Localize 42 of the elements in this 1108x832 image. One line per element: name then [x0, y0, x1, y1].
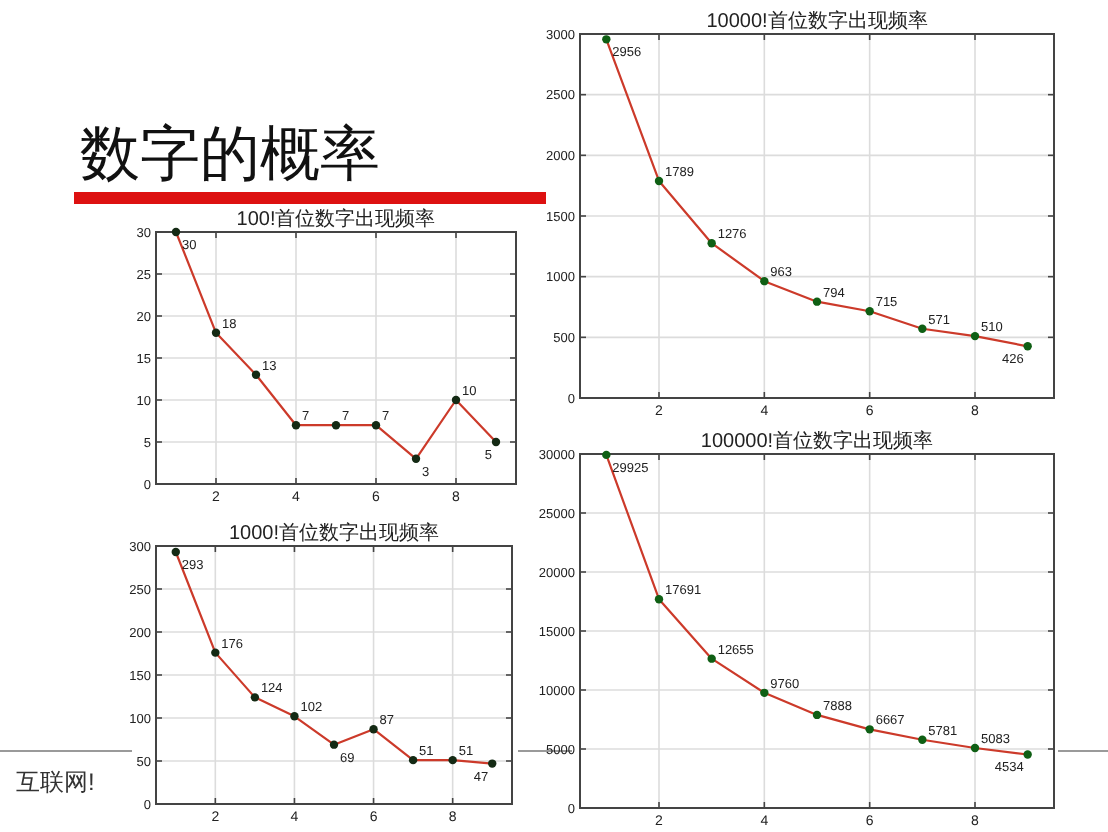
point: [408, 755, 418, 765]
point: [865, 725, 874, 734]
point: [290, 712, 299, 721]
point: [707, 238, 716, 248]
point: [451, 395, 461, 405]
point: [491, 437, 501, 447]
point: [654, 595, 664, 604]
point: [411, 454, 421, 463]
point: [250, 693, 260, 702]
chart-title: 10000!首位数字出现频率: [706, 9, 928, 33]
point: [171, 227, 181, 237]
point: [970, 743, 980, 753]
point: [760, 688, 769, 698]
text: 数字的概率: [80, 122, 380, 188]
point: [488, 759, 497, 768]
point: [760, 276, 769, 286]
point: [918, 735, 927, 744]
point: [812, 297, 822, 306]
point: [171, 547, 180, 557]
point: [602, 450, 611, 460]
point: [1023, 750, 1032, 759]
point: [707, 654, 716, 663]
point: [291, 421, 301, 430]
text: 互联网!: [16, 768, 95, 796]
chart-title: 100000!首位数字出现频率: [700, 429, 934, 453]
chart-title: 100!首位数字出现频率: [236, 207, 436, 231]
point: [371, 421, 381, 430]
point: [918, 324, 927, 333]
chart-title: 1000!首位数字出现频率: [228, 521, 440, 545]
point: [211, 328, 221, 337]
point: [329, 740, 339, 749]
point: [331, 421, 341, 430]
point: [654, 176, 664, 186]
point: [448, 755, 457, 765]
point: [1023, 342, 1032, 351]
point: [812, 710, 822, 720]
point: [369, 724, 378, 734]
point: [602, 35, 611, 44]
point: [251, 370, 261, 379]
point: [970, 331, 980, 341]
point: [211, 648, 220, 657]
point: [865, 307, 874, 316]
